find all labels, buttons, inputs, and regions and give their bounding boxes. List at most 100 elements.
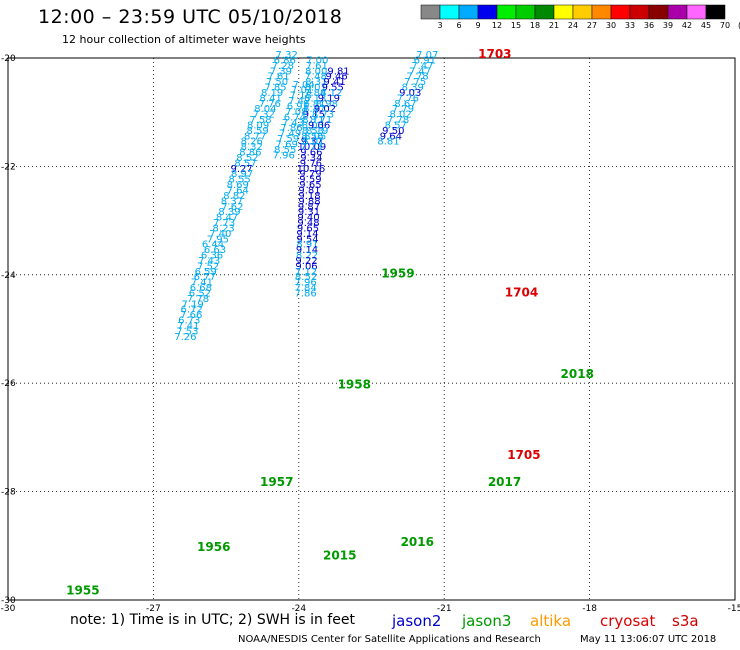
- swh-value: 7.01: [291, 85, 313, 96]
- swh-value: 9.65: [297, 223, 319, 234]
- swh-value: 7.39: [270, 66, 292, 77]
- swh-value: 8.81: [377, 137, 399, 148]
- plot-frame: [7, 57, 736, 601]
- swh-value: 9.76: [300, 158, 322, 169]
- colorbar-label: 6: [456, 21, 461, 30]
- footer-credit: NOAA/NESDIS Center for Satellite Applica…: [238, 634, 541, 645]
- swh-value: 7.78: [387, 115, 409, 126]
- swh-value: 7.59: [277, 134, 299, 145]
- swh-value: 9.31: [298, 207, 320, 218]
- colorbar-label: 15: [511, 21, 521, 30]
- swh-value: 7.47: [411, 61, 433, 72]
- swh-value: 7.42: [288, 96, 310, 107]
- swh-value: 6.68: [190, 283, 212, 294]
- colorbar-label: 70: [720, 21, 730, 30]
- swh-value: 7.69: [276, 139, 298, 150]
- track-label: 2016: [401, 535, 434, 549]
- track-label: 1703: [478, 47, 511, 61]
- swh-value: 7.26: [174, 332, 196, 343]
- swh-value: 8.57: [234, 158, 256, 169]
- swh-value: 7.73: [300, 142, 322, 153]
- swh-value: 9.14: [296, 229, 318, 240]
- swh-value: 8.82: [223, 191, 245, 202]
- colorbar-swatch: [458, 4, 479, 20]
- swh-value: 8.22: [296, 251, 318, 262]
- x-tick-label: -15: [728, 604, 740, 614]
- swh-value: 7.61: [267, 72, 289, 83]
- colorbar-swatch: [439, 4, 460, 20]
- swh-value: 8.53: [302, 126, 324, 137]
- swh-value: 8.09: [247, 120, 269, 131]
- swh-value: 8.73: [312, 110, 334, 121]
- swh-value: 9.50: [382, 126, 404, 137]
- swh-value: 7.07: [416, 50, 438, 61]
- swh-value: 7.28: [272, 61, 294, 72]
- swh-value: 8.86: [239, 148, 261, 159]
- swh-value: 7.64: [227, 186, 249, 197]
- swh-value: 7.61: [306, 61, 328, 72]
- swh-value: 7.18: [290, 91, 312, 102]
- swh-value: 7.49: [279, 129, 301, 140]
- y-tick-label: -22: [1, 162, 16, 172]
- swh-value: 8.98: [316, 99, 338, 110]
- swh-value: 8.77: [244, 131, 266, 142]
- swh-value: 9.59: [299, 175, 321, 186]
- swh-value: 6.44: [202, 240, 224, 251]
- swh-value: 7.32: [253, 110, 275, 121]
- colorbar-label: 27: [587, 21, 597, 30]
- colorbar-label: (ft): [738, 21, 740, 30]
- swh-value: 7.04: [293, 80, 315, 91]
- swh-value: 9.46: [325, 72, 347, 83]
- swh-value: 8.91: [296, 240, 318, 251]
- swh-value: 6.59: [195, 267, 217, 278]
- swh-value: 9.48: [297, 218, 319, 229]
- colorbar-swatch: [553, 4, 574, 20]
- x-tick-label: -24: [291, 604, 306, 614]
- swh-value: 9.06: [308, 120, 330, 131]
- swh-value: 8.19: [306, 126, 328, 137]
- swh-value: 8.59: [246, 126, 268, 137]
- colorbar-label: 3: [437, 21, 442, 30]
- swh-value: 9.37: [301, 137, 323, 148]
- track-label: 2017: [488, 475, 521, 489]
- swh-value: 9.15: [303, 110, 325, 121]
- track-label: 1704: [505, 285, 538, 299]
- colorbar-label: 36: [644, 21, 654, 30]
- y-tick-label: -20: [1, 54, 16, 64]
- swh-value: 6.77: [194, 272, 216, 283]
- colorbar-label: 12: [492, 21, 502, 30]
- swh-value: 8.04: [254, 104, 276, 115]
- swh-value: 9.87: [298, 202, 320, 213]
- swh-value: 7.53: [176, 326, 198, 337]
- track-label: 1957: [260, 475, 293, 489]
- swh-value: 8.81: [303, 99, 325, 110]
- colorbar-swatch: [591, 4, 612, 20]
- swh-value: 8.19: [261, 88, 283, 99]
- swh-value: 9.02: [314, 104, 336, 115]
- swh-value: 8.47: [303, 104, 325, 115]
- colorbar-label: 30: [606, 21, 616, 30]
- swh-value: 7.95: [207, 234, 229, 245]
- x-tick-label: -18: [582, 604, 597, 614]
- swh-value: 9.55: [322, 83, 344, 94]
- colorbar-label: 45: [701, 21, 711, 30]
- swh-value: 9.88: [298, 196, 320, 207]
- y-tick-label: -26: [1, 379, 16, 389]
- swh-value: 7.19: [182, 299, 204, 310]
- swh-value: 8.71: [302, 115, 324, 126]
- swh-value: 9.64: [380, 131, 402, 142]
- swh-value: 7.73: [213, 218, 235, 229]
- track-label: 1955: [66, 584, 99, 598]
- swh-value: 7.00: [306, 55, 328, 66]
- swh-value: 8.02: [389, 110, 411, 121]
- legend-item-altika: altika: [530, 612, 572, 630]
- legend-item-jason2: jason2: [392, 612, 442, 630]
- swh-value: 7.50: [266, 77, 288, 88]
- swh-value: 7.43: [282, 118, 304, 129]
- track-label: 2015: [323, 548, 356, 562]
- swh-value: 8.41: [260, 93, 282, 104]
- swh-value: 7.86: [280, 123, 302, 134]
- swh-value: 8.39: [218, 207, 240, 218]
- swh-value: 8.52: [295, 272, 317, 283]
- swh-value: 7.78: [406, 72, 428, 83]
